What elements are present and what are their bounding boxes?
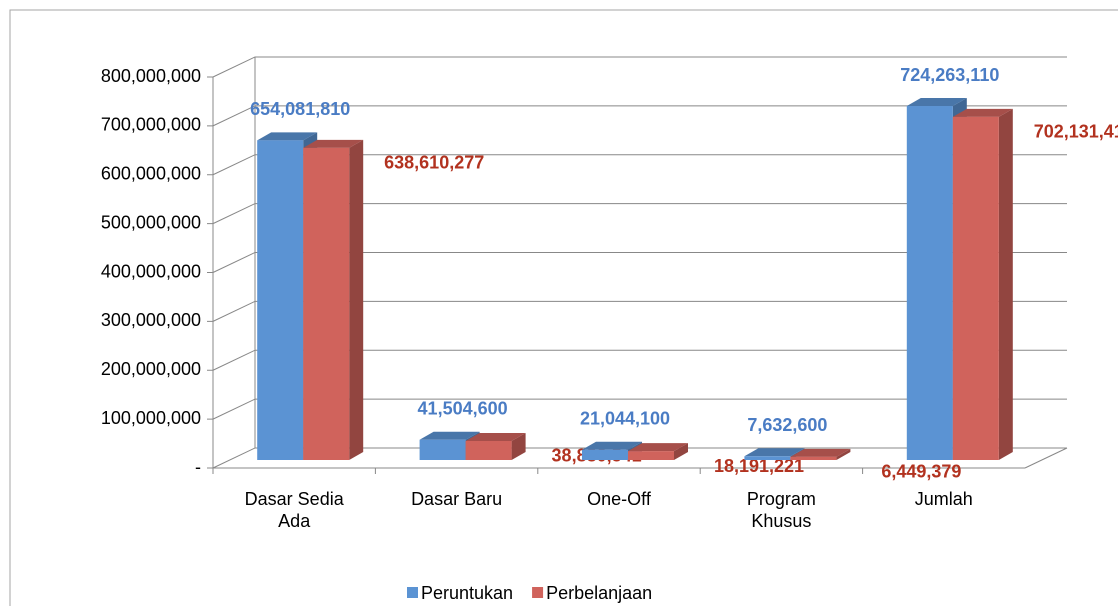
y-tick-label: 100,000,000 xyxy=(101,408,201,428)
floor-edge xyxy=(1024,447,1068,469)
y-tick-label: 200,000,000 xyxy=(101,359,201,379)
bar xyxy=(628,451,674,460)
legend-label: Peruntukan xyxy=(421,583,513,603)
bar-top xyxy=(582,441,642,450)
bar-top xyxy=(257,132,318,141)
data-label: 18,191,221 xyxy=(714,456,804,476)
grid-line xyxy=(212,56,1067,78)
y-tick-label: 600,000,000 xyxy=(101,164,201,184)
bar xyxy=(582,449,628,460)
bar xyxy=(257,140,304,461)
bar-top xyxy=(744,448,805,457)
bar-top xyxy=(952,108,1013,117)
grid-line xyxy=(212,349,1067,371)
bar xyxy=(744,456,791,460)
bar xyxy=(303,147,350,461)
data-label: 21,044,100 xyxy=(580,408,670,428)
grid-line xyxy=(212,300,1067,322)
bar-side xyxy=(836,448,851,460)
data-label: 724,263,110 xyxy=(900,65,999,85)
legend-label: Perbelanjaan xyxy=(546,583,652,603)
y-tick-label: 500,000,000 xyxy=(101,212,201,232)
data-label: 654,081,810 xyxy=(250,99,350,119)
grid-line xyxy=(212,105,1067,127)
bar xyxy=(952,116,999,461)
y-tick-label: 700,000,000 xyxy=(101,115,201,135)
grid-line xyxy=(212,203,1067,225)
y-tick-label: - xyxy=(195,457,201,477)
bar-side xyxy=(674,443,688,460)
bar xyxy=(465,440,512,460)
x-tick-label: Dasar Sedia Ada xyxy=(244,489,344,531)
grid-line xyxy=(212,398,1067,420)
bar-top xyxy=(628,443,688,452)
data-label: 6,449,379 xyxy=(881,462,961,482)
x-tick-label: Jumlah xyxy=(914,489,973,509)
bar-top xyxy=(906,98,967,107)
grid-line xyxy=(212,447,1067,469)
bar-side xyxy=(998,108,1013,461)
bar-side xyxy=(349,139,364,461)
y-tick-label: 800,000,000 xyxy=(101,66,201,86)
bar xyxy=(419,439,466,460)
x-tick-label: One-Off xyxy=(587,489,651,509)
bar-top xyxy=(303,139,364,148)
legend-swatch xyxy=(407,587,418,598)
grid-line xyxy=(212,154,1067,176)
bar-side xyxy=(511,432,526,460)
x-tick-label: Program Khusus xyxy=(746,489,816,531)
data-label: 41,504,600 xyxy=(418,398,508,418)
data-label: 638,610,277 xyxy=(384,153,484,173)
bar-top xyxy=(465,432,526,441)
bar-top xyxy=(790,448,851,457)
bar-top xyxy=(419,431,480,440)
legend-swatch xyxy=(532,587,544,598)
chart-border xyxy=(9,9,1118,606)
x-tick-label: Dasar Baru xyxy=(411,489,503,509)
grid-line xyxy=(212,252,1067,273)
bar xyxy=(790,456,837,460)
bar xyxy=(906,106,953,460)
data-label: 702,131,418 xyxy=(1034,122,1118,142)
data-label: 7,632,600 xyxy=(747,415,827,435)
y-tick-label: 300,000,000 xyxy=(101,310,201,330)
y-tick-label: 400,000,000 xyxy=(101,261,201,281)
